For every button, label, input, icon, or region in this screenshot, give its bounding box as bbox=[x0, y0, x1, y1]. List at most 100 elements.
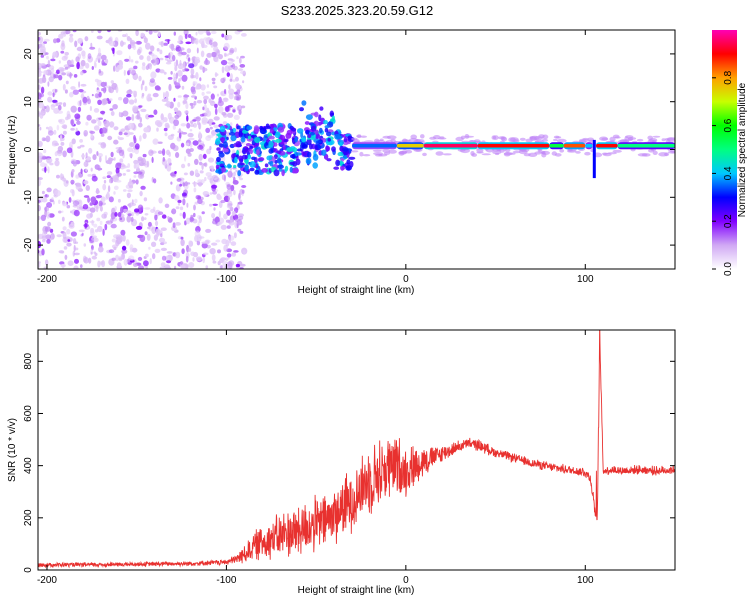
noise-blob bbox=[70, 189, 75, 194]
noise-blob bbox=[176, 178, 182, 182]
noise-blob bbox=[65, 30, 71, 35]
noise-blob bbox=[58, 210, 62, 214]
halo-blob bbox=[578, 138, 589, 143]
noise-blob bbox=[122, 208, 129, 213]
noise-blob bbox=[109, 121, 115, 128]
noise-blob bbox=[141, 92, 145, 97]
noise-blob bbox=[209, 192, 213, 195]
noise-blob bbox=[44, 194, 49, 198]
noise-blob bbox=[160, 41, 164, 47]
halo-blob bbox=[350, 150, 359, 153]
halo-blob bbox=[528, 152, 538, 157]
noise-blob bbox=[79, 139, 83, 143]
noise-blob bbox=[212, 81, 216, 85]
noise-blob bbox=[197, 30, 204, 35]
noise-blob bbox=[38, 200, 41, 203]
noise-blob bbox=[129, 178, 132, 185]
noise-blob bbox=[179, 212, 183, 217]
noise-blob bbox=[197, 145, 204, 150]
noise-blob bbox=[38, 215, 42, 221]
cluster-blob bbox=[231, 153, 236, 159]
noise-blob bbox=[141, 65, 146, 71]
noise-blob bbox=[139, 190, 143, 197]
noise-blob bbox=[87, 53, 92, 60]
noise-blob bbox=[63, 179, 69, 187]
noise-blob bbox=[214, 216, 220, 224]
noise-blob bbox=[117, 198, 121, 203]
cluster-blob bbox=[269, 160, 274, 167]
noise-blob bbox=[180, 264, 186, 269]
noise-blob bbox=[97, 225, 103, 233]
noise-blob bbox=[206, 107, 210, 114]
noise-blob bbox=[174, 195, 180, 201]
noise-blob bbox=[240, 55, 245, 59]
noise-blob bbox=[199, 65, 204, 70]
noise-blob bbox=[60, 31, 66, 35]
noise-blob bbox=[182, 198, 186, 206]
noise-blob bbox=[208, 98, 212, 104]
cluster-blob bbox=[333, 166, 340, 170]
noise-blob bbox=[145, 65, 149, 70]
halo-blob bbox=[435, 151, 444, 156]
noise-blob bbox=[79, 144, 85, 148]
noise-blob bbox=[232, 180, 239, 185]
cluster-blob bbox=[324, 125, 330, 129]
cluster-blob bbox=[346, 159, 351, 165]
noise-blob bbox=[83, 243, 87, 247]
noise-blob bbox=[224, 89, 227, 94]
cluster-blob bbox=[220, 137, 226, 142]
noise-blob bbox=[56, 124, 60, 131]
cluster-blob bbox=[268, 140, 274, 148]
noise-blob bbox=[150, 59, 156, 64]
halo-blob bbox=[509, 152, 516, 155]
noise-blob bbox=[237, 104, 243, 112]
noise-blob bbox=[166, 59, 173, 63]
cluster-blob bbox=[301, 137, 306, 143]
noise-blob bbox=[89, 106, 92, 111]
noise-blob bbox=[238, 201, 243, 205]
cluster-blob bbox=[331, 146, 336, 152]
noise-blob bbox=[103, 120, 110, 128]
noise-blob bbox=[164, 103, 170, 107]
noise-blob bbox=[75, 127, 78, 132]
noise-blob bbox=[82, 96, 88, 104]
noise-blob bbox=[127, 189, 133, 193]
noise-blob bbox=[188, 247, 192, 253]
cluster-blob bbox=[325, 146, 331, 152]
halo-blob bbox=[553, 135, 560, 139]
noise-blob bbox=[55, 101, 59, 107]
cluster-blob bbox=[218, 152, 225, 158]
noise-blob bbox=[84, 36, 89, 42]
cluster-blob bbox=[339, 145, 344, 152]
noise-blob bbox=[94, 93, 100, 99]
noise-blob bbox=[126, 192, 131, 199]
noise-blob bbox=[117, 211, 122, 218]
noise-blob bbox=[54, 89, 57, 93]
noise-blob bbox=[240, 70, 246, 75]
carrier-core bbox=[396, 143, 424, 148]
noise-blob bbox=[60, 263, 66, 268]
noise-blob bbox=[38, 177, 43, 181]
noise-blob bbox=[58, 250, 65, 254]
noise-blob bbox=[85, 168, 88, 172]
noise-blob bbox=[86, 213, 93, 219]
noise-blob bbox=[206, 52, 212, 58]
halo-blob bbox=[455, 136, 464, 142]
noise-blob bbox=[66, 205, 71, 209]
noise-blob bbox=[151, 241, 157, 247]
noise-blob bbox=[128, 99, 135, 105]
noise-blob bbox=[110, 111, 115, 116]
noise-blob bbox=[55, 157, 59, 161]
noise-blob bbox=[62, 201, 68, 207]
cluster-blob bbox=[249, 148, 253, 154]
noise-blob bbox=[101, 59, 105, 66]
noise-blob bbox=[175, 251, 181, 259]
colorbar-tick-label: 0.8 bbox=[723, 70, 734, 84]
cluster-blob bbox=[338, 131, 342, 135]
noise-blob bbox=[177, 202, 181, 206]
noise-blob bbox=[60, 42, 66, 51]
noise-blob bbox=[65, 80, 69, 85]
carrier-core bbox=[617, 143, 675, 148]
noise-blob bbox=[163, 91, 165, 99]
noise-blob bbox=[135, 115, 140, 120]
